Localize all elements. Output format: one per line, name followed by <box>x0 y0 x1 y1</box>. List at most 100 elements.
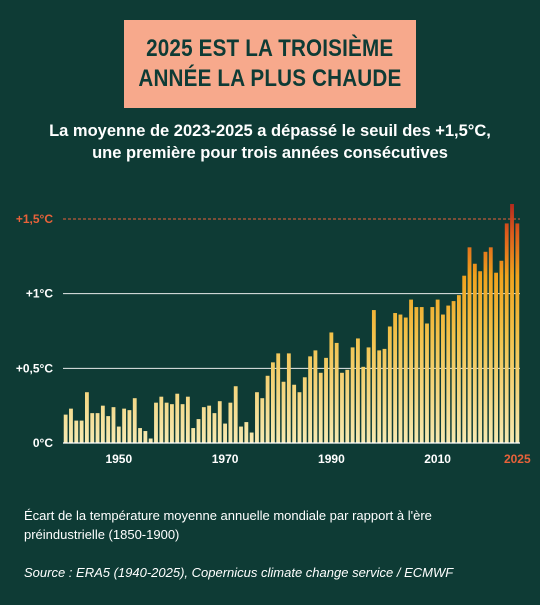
bar-1995 <box>356 338 360 443</box>
bar-2023 <box>504 223 509 443</box>
bar-1951 <box>122 408 127 443</box>
bar-2014 <box>456 295 461 443</box>
bar-1950 <box>116 426 121 443</box>
bar-1967 <box>207 405 212 443</box>
bar-1945 <box>90 413 95 444</box>
bar-1949 <box>111 407 116 443</box>
bar-1963 <box>185 396 190 443</box>
bar-1972 <box>233 386 238 443</box>
bar-1988 <box>318 372 323 443</box>
bar-1957 <box>154 402 158 443</box>
bar-2002 <box>393 313 398 443</box>
bar-2004 <box>403 317 408 443</box>
bar-2006 <box>414 307 419 443</box>
title-line-1: 2025 EST LA TROISIÈME <box>146 35 394 62</box>
x-tick-label: 1950 <box>105 452 132 466</box>
bar-1987 <box>313 350 318 443</box>
bar-1940 <box>63 414 68 443</box>
bar-2011 <box>441 314 445 443</box>
bar-1942 <box>74 420 79 443</box>
bar-1952 <box>127 410 132 443</box>
bar-2010 <box>435 299 440 443</box>
bar-2012 <box>446 305 451 443</box>
bar-2016 <box>467 247 472 443</box>
bar-2024 <box>510 204 514 443</box>
bar-1966 <box>201 407 206 443</box>
bar-1986 <box>308 356 313 443</box>
y-tick-label: +1,5°C <box>16 212 53 226</box>
bar-1997 <box>366 347 371 443</box>
bar-2013 <box>451 301 456 443</box>
bar-1965 <box>196 419 201 443</box>
bar-1958 <box>159 396 164 443</box>
bar-1999 <box>377 350 382 443</box>
bar-1981 <box>281 381 286 443</box>
bar-1954 <box>138 428 142 443</box>
bar-2008 <box>425 323 429 443</box>
bar-1974 <box>244 422 249 443</box>
bar-1978 <box>265 375 270 443</box>
y-tick-label: 0°C <box>33 436 53 450</box>
bar-2017 <box>472 263 477 443</box>
bar-1984 <box>297 392 302 443</box>
bar-1955 <box>143 431 148 443</box>
bar-2019 <box>483 251 488 443</box>
y-tick-label: +1°C <box>26 287 53 301</box>
bar-2000 <box>382 348 387 443</box>
title-line-2: ANNÉE LA PLUS CHAUDE <box>138 65 402 92</box>
bar-1993 <box>345 369 350 443</box>
bar-1968 <box>212 413 217 444</box>
chart-caption: Écart de la température moyenne annuelle… <box>24 508 432 542</box>
chart-source: Source : ERA5 (1940-2025), Copernicus cl… <box>24 565 454 580</box>
y-tick-label: +0,5°C <box>16 361 53 375</box>
bar-1962 <box>180 404 185 443</box>
bar-1991 <box>334 342 339 443</box>
bar-2018 <box>478 271 483 443</box>
bar-1994 <box>350 347 355 443</box>
bar-1947 <box>100 405 105 443</box>
bar-1982 <box>286 353 291 444</box>
bar-1990 <box>329 332 334 443</box>
x-tick-label: 2010 <box>424 452 451 466</box>
subtitle-line-1: La moyenne de 2023-2025 a dépassé le seu… <box>49 122 491 140</box>
bar-1948 <box>106 416 111 443</box>
bar-2009 <box>430 307 435 443</box>
bar-2005 <box>409 299 413 443</box>
bar-1970 <box>223 423 227 443</box>
bar-2022 <box>499 260 504 443</box>
bar-1961 <box>175 393 180 443</box>
bar-1971 <box>228 402 233 443</box>
bar-1989 <box>324 357 328 443</box>
temperature-bar-chart: 0°C +0,5°C +1°C +1,5°C 1950 1970 1990 2010 2025 <box>16 204 531 466</box>
bar-2025 <box>515 223 520 443</box>
bar-1977 <box>260 398 265 443</box>
bar-1998 <box>371 310 376 443</box>
title-banner: 2025 EST LA TROISIÈME ANNÉE LA PLUS CHAU… <box>124 20 416 108</box>
bar-1953 <box>132 398 137 443</box>
bar-2007 <box>419 307 424 443</box>
bar-1946 <box>95 413 100 444</box>
subtitle: La moyenne de 2023-2025 a dépassé le seu… <box>0 120 540 164</box>
bar-2015 <box>462 275 467 443</box>
bar-2003 <box>398 314 403 443</box>
x-tick-label: 1990 <box>318 452 345 466</box>
bar-1992 <box>340 372 344 443</box>
bar-1969 <box>217 401 222 443</box>
bar-2021 <box>494 272 498 443</box>
bar-1985 <box>302 377 307 443</box>
bar-1996 <box>361 366 366 443</box>
bar-1956 <box>148 438 153 443</box>
bar-1943 <box>79 420 84 443</box>
bar-1944 <box>85 392 89 443</box>
bar-1976 <box>255 392 259 443</box>
bar-1960 <box>170 404 174 443</box>
x-tick-label: 2025 <box>504 452 531 466</box>
bar-1979 <box>270 362 275 443</box>
bar-1975 <box>249 432 254 443</box>
bar-1941 <box>69 408 73 443</box>
x-tick-label: 1970 <box>212 452 239 466</box>
subtitle-line-2: une première pour trois années consécuti… <box>92 144 448 162</box>
bar-1980 <box>276 353 281 444</box>
bar-1959 <box>164 402 169 443</box>
bar-1964 <box>191 428 196 443</box>
